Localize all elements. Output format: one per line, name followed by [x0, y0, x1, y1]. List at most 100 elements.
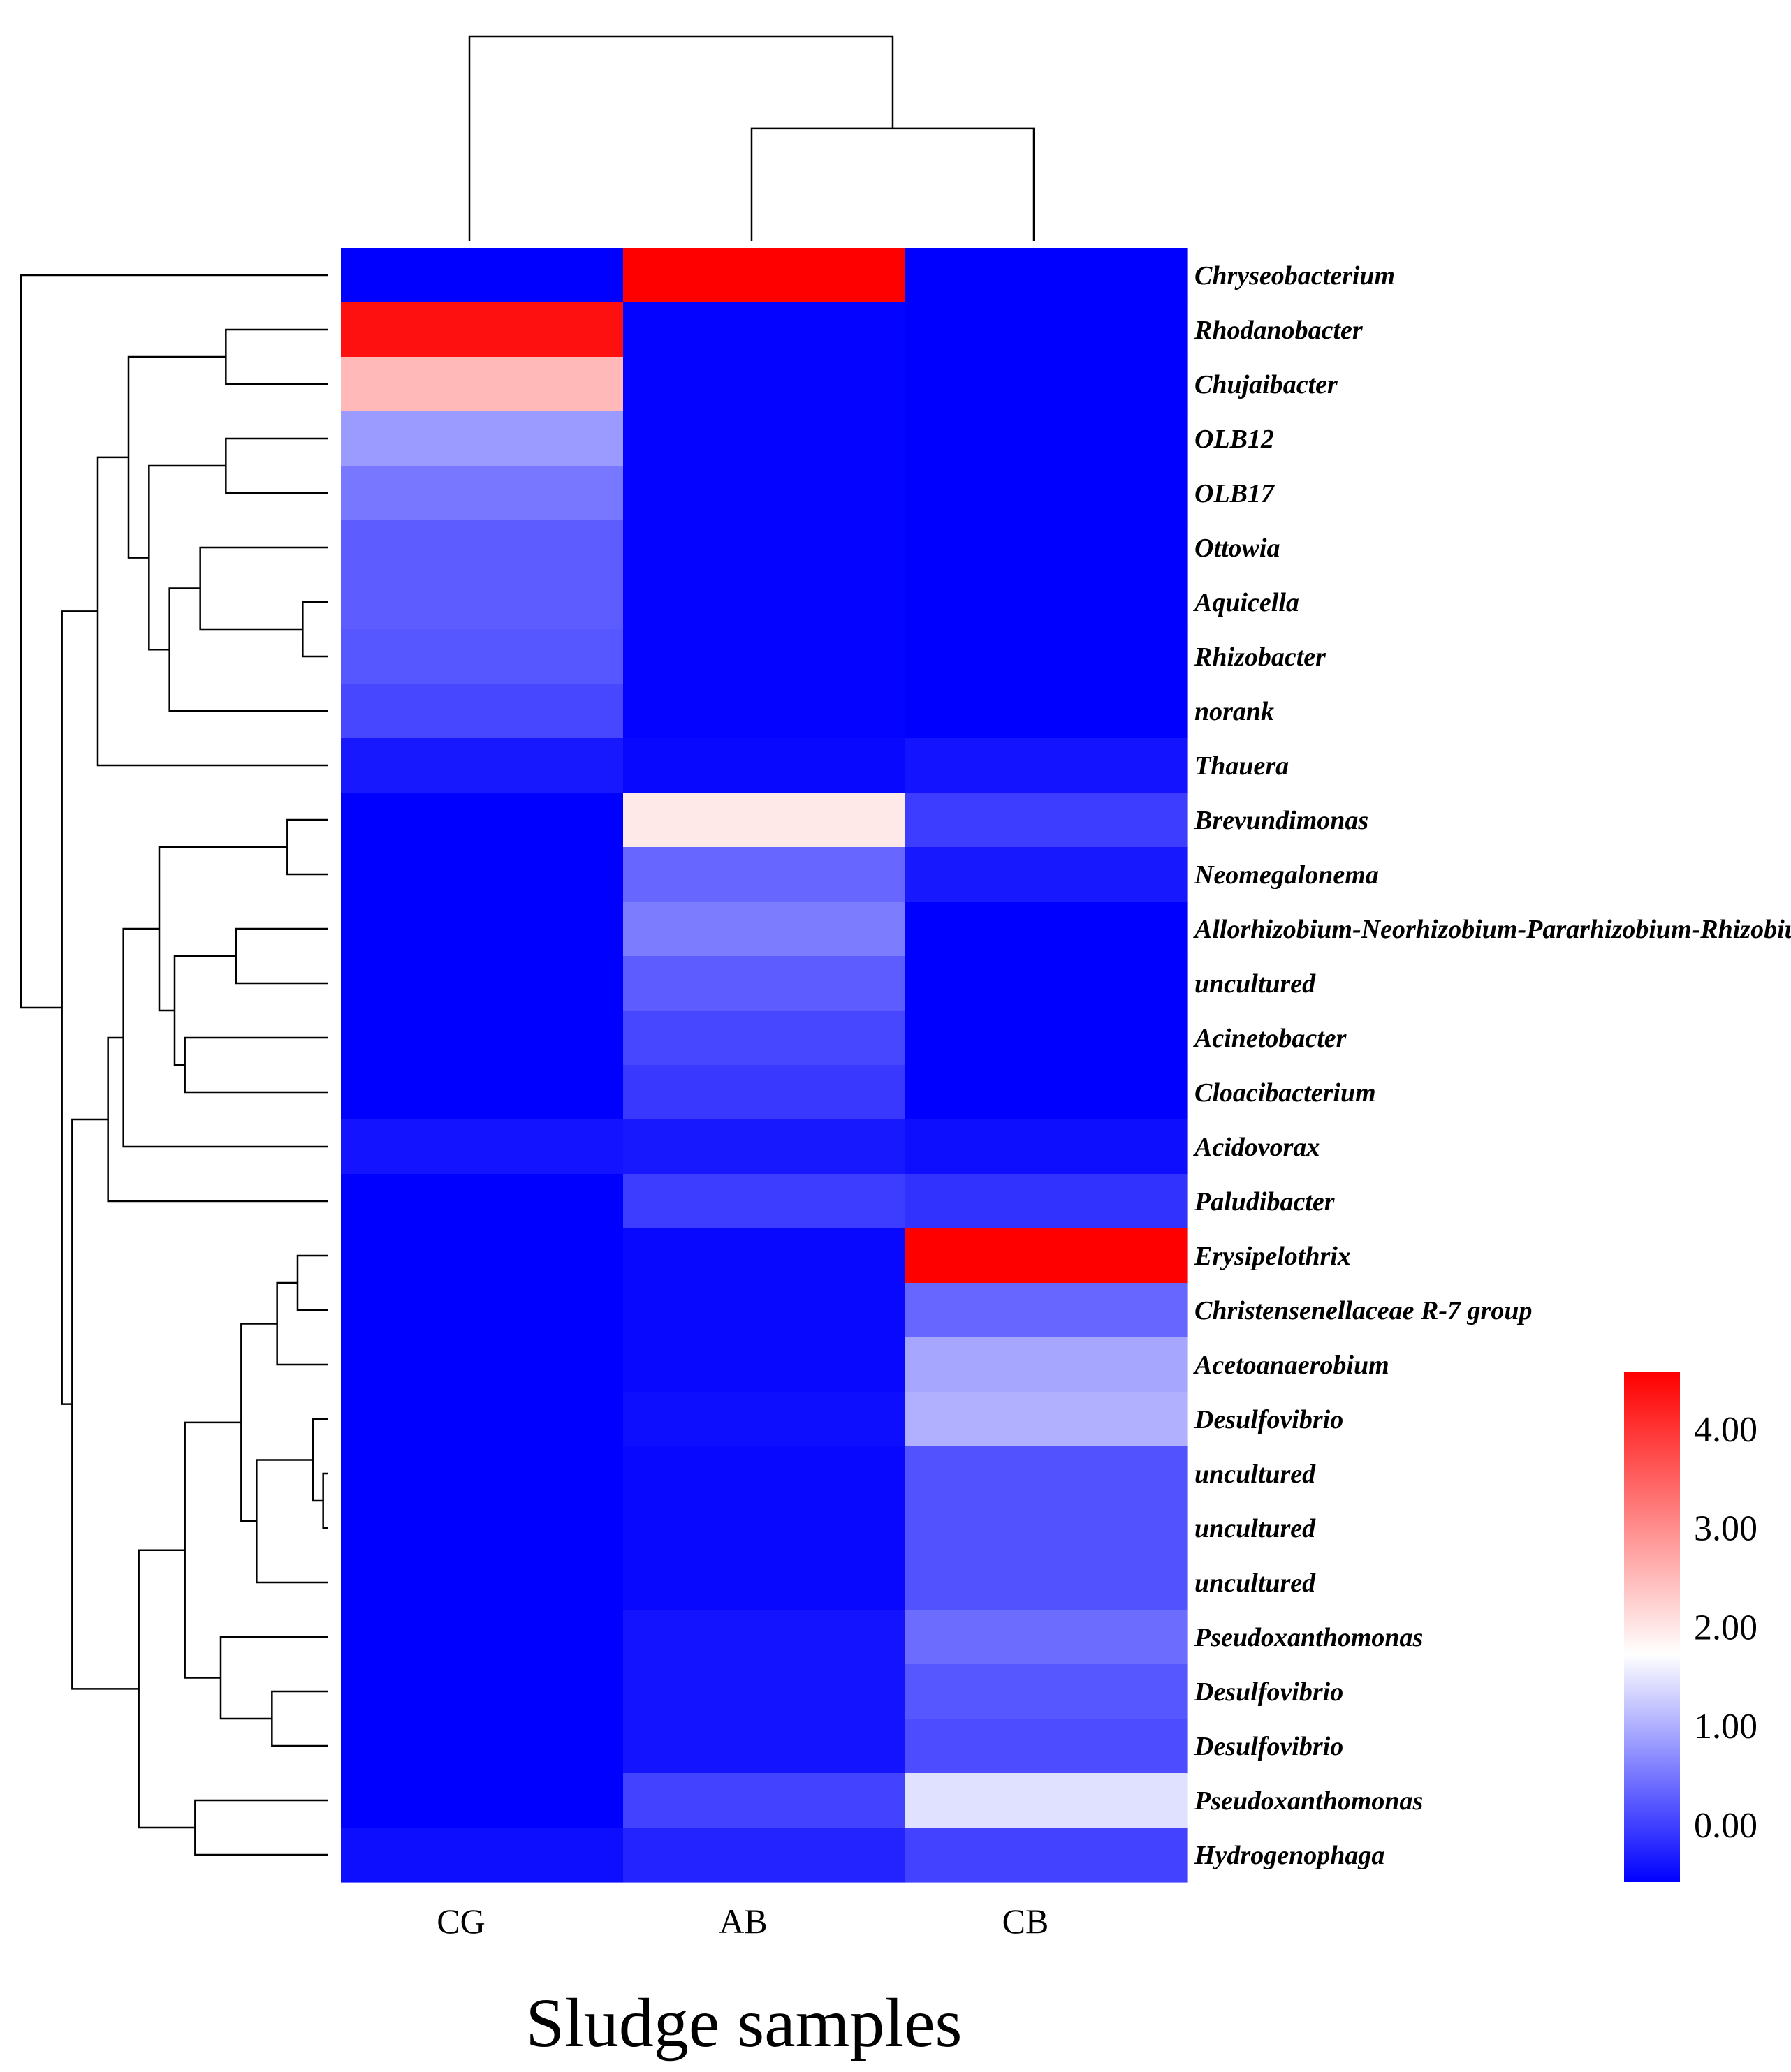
row-dendrogram [20, 274, 328, 1856]
heatmap-cell [341, 1228, 624, 1284]
heatmap-cell [905, 1119, 1188, 1175]
heatmap-cells [341, 248, 1188, 1883]
heatmap-cell [905, 1555, 1188, 1610]
row-label: uncultured [1194, 969, 1316, 999]
heatmap-cell [905, 629, 1188, 684]
heatmap-cell [341, 1610, 624, 1665]
heatmap-cell [341, 466, 624, 521]
row-label: uncultured [1194, 1460, 1316, 1489]
row-label: Ottowia [1194, 534, 1280, 563]
heatmap-cell [905, 1065, 1188, 1120]
heatmap-cell [341, 1828, 624, 1883]
heatmap-cell [341, 1011, 624, 1066]
row-label: Thauera [1194, 751, 1289, 781]
row-label: Acinetobacter [1193, 1024, 1347, 1053]
heatmap-cell [341, 302, 624, 358]
row-label: Paludibacter [1194, 1187, 1336, 1217]
heatmap-cell [623, 1228, 906, 1284]
row-label: Desulfovibrio [1194, 1677, 1343, 1707]
heatmap-cell [905, 411, 1188, 466]
heatmap-cell [905, 1610, 1188, 1665]
heatmap-cell [341, 1664, 624, 1719]
heatmap-cell [341, 629, 624, 684]
heatmap-cell [623, 847, 906, 902]
heatmap-cell [905, 1719, 1188, 1774]
heatmap-cell [623, 466, 906, 521]
legend-tick-label: 4.00 [1694, 1410, 1757, 1450]
heatmap-cell [341, 847, 624, 902]
heatmap-cell [623, 1119, 906, 1175]
row-label: Aquicella [1193, 588, 1299, 617]
heatmap-cell [905, 1337, 1188, 1393]
heatmap-cell [905, 956, 1188, 1011]
heatmap-cell [341, 793, 624, 848]
heatmap-cell [905, 1283, 1188, 1338]
heatmap-cell [341, 902, 624, 957]
legend-tick-label: 2.00 [1694, 1608, 1757, 1647]
column-label: AB [719, 1902, 767, 1941]
heatmap-cell [341, 1283, 624, 1338]
color-legend: 4.00 3.00 2.00 1.00 0.00 [1624, 1372, 1757, 1882]
heatmap-cell [905, 1446, 1188, 1501]
column-labels: CG AB CB [437, 1902, 1048, 1941]
row-label: Christensenellaceae R-7 group [1194, 1296, 1532, 1325]
heatmap-cell [623, 1610, 906, 1665]
heatmap-cell [341, 575, 624, 630]
row-labels: Chryseobacterium Rhodanobacter Chujaibacte… [1193, 261, 1791, 1870]
heatmap-cell [905, 1773, 1188, 1828]
row-dendrogram-branches [20, 274, 328, 1856]
heatmap-cell [623, 1501, 906, 1556]
heatmap-cell [341, 1446, 624, 1501]
row-label: uncultured [1194, 1514, 1316, 1543]
heatmap-cell [623, 1174, 906, 1229]
heatmap-cell [623, 1283, 906, 1338]
heatmap-cell [341, 1119, 624, 1175]
row-label: Desulfovibrio [1194, 1732, 1343, 1761]
heatmap-cell [623, 1664, 906, 1719]
heatmap-cell [623, 1446, 906, 1501]
heatmap-cell [341, 411, 624, 466]
x-axis-label: Sludge samples [526, 1984, 963, 2062]
heatmap-cell [341, 1174, 624, 1229]
heatmap-cell [623, 1392, 906, 1447]
heatmap-cell [905, 847, 1188, 902]
legend-ticks: 4.00 3.00 2.00 1.00 0.00 [1694, 1410, 1757, 1846]
heatmap-cell [341, 520, 624, 575]
row-label: Neomegalonema [1194, 860, 1379, 890]
row-label: norank [1194, 697, 1274, 726]
heatmap-cell [341, 1392, 624, 1447]
legend-color-bar [1624, 1372, 1680, 1882]
row-label: OLB12 [1194, 425, 1274, 454]
heatmap-cell [341, 1555, 624, 1610]
heatmap-cell [623, 956, 906, 1011]
legend-tick-label: 0.00 [1694, 1806, 1757, 1846]
row-label: Chryseobacterium [1194, 261, 1395, 291]
heatmap-cell [341, 248, 624, 303]
column-dendrogram [468, 35, 1035, 241]
heatmap-cell [623, 738, 906, 793]
heatmap-cell [905, 1228, 1188, 1284]
heatmap-cell [905, 302, 1188, 358]
heatmap-cell [905, 1174, 1188, 1229]
row-label: Allorhizobium-Neorhizobium-Pararhizobium… [1193, 915, 1791, 944]
row-label: Desulfovibrio [1194, 1405, 1343, 1434]
heatmap-cell [905, 575, 1188, 630]
heatmap-cell [905, 738, 1188, 793]
column-label: CG [437, 1902, 485, 1941]
heatmap-cell [341, 1719, 624, 1774]
row-label: Rhizobacter [1194, 642, 1326, 672]
heatmap-cell [341, 1773, 624, 1828]
heatmap-cell [623, 1719, 906, 1774]
heatmap-cell [341, 1501, 624, 1556]
heatmap-cell [905, 1011, 1188, 1066]
heatmap-cell [905, 466, 1188, 521]
heatmap-cell [905, 1392, 1188, 1447]
row-label: OLB17 [1194, 479, 1275, 508]
heatmap-cell [341, 1065, 624, 1120]
column-dendrogram-branches [468, 35, 1035, 241]
heatmap-cell [905, 1664, 1188, 1719]
row-label: Hydrogenophaga [1194, 1841, 1384, 1870]
heatmap-cell [905, 1828, 1188, 1883]
heatmap-cell [623, 629, 906, 684]
